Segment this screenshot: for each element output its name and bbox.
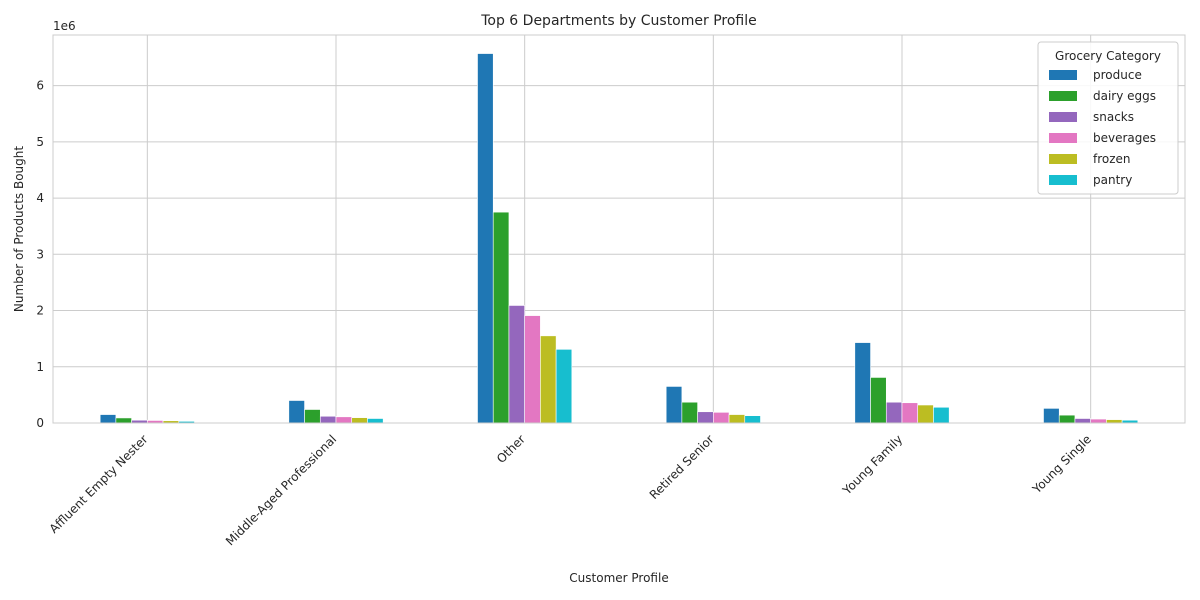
bar-beverages	[713, 412, 730, 424]
bar-frozen	[351, 417, 368, 424]
bar-pantry	[933, 406, 950, 424]
bar-frozen	[917, 404, 934, 424]
y-axis-label: Number of Products Bought	[12, 146, 26, 312]
bar-pantry	[744, 415, 761, 424]
bar-beverages	[524, 315, 541, 424]
bar-dairy-eggs	[115, 417, 132, 424]
bar-snacks	[319, 415, 337, 424]
bar-beverages	[335, 416, 353, 424]
legend-swatch	[1049, 70, 1077, 80]
chart-title: Top 6 Departments by Customer Profile	[480, 13, 757, 29]
x-axis-label: Customer Profile	[569, 571, 668, 585]
bar-dairy-eggs	[1058, 414, 1076, 424]
y-tick-labels: 0 1 2 3 4 5 6	[36, 79, 44, 430]
bar-produce	[288, 400, 305, 424]
legend-label: frozen	[1093, 152, 1131, 166]
bar-frozen	[540, 335, 557, 424]
grid-lines	[53, 35, 1185, 424]
bar-produce	[99, 414, 117, 424]
legend-swatch	[1049, 133, 1077, 143]
bars	[99, 53, 1139, 424]
y-tick-label: 5	[36, 135, 44, 149]
bar-dairy-eggs	[492, 211, 510, 424]
bar-dairy-eggs	[681, 401, 698, 424]
bar-dairy-eggs	[304, 409, 321, 424]
y-tick-label: 0	[36, 416, 44, 430]
bar-produce	[854, 342, 871, 424]
legend-label: produce	[1093, 68, 1142, 82]
legend-swatch	[1049, 154, 1077, 164]
bar-produce	[1043, 408, 1060, 424]
legend: Grocery Category produce dairy eggs snacks…	[1037, 41, 1179, 195]
y-tick-label: 1	[36, 360, 44, 374]
legend-label: snacks	[1093, 110, 1134, 124]
bar-frozen	[728, 414, 746, 424]
bar-snacks	[1074, 418, 1091, 424]
bar-frozen	[1106, 419, 1123, 424]
y-tick-label: 4	[36, 191, 44, 205]
y-offset-label: 1e6	[53, 19, 76, 33]
legend-label: dairy eggs	[1093, 89, 1156, 103]
legend-label: pantry	[1093, 173, 1132, 187]
y-tick-label: 6	[36, 79, 44, 93]
bar-pantry	[367, 418, 384, 424]
bar-dairy-eggs	[870, 377, 887, 424]
legend-swatch	[1049, 112, 1077, 122]
bar-snacks	[508, 305, 525, 424]
bar-pantry	[555, 349, 573, 424]
legend-title: Grocery Category	[1055, 49, 1161, 63]
legend-swatch	[1049, 175, 1077, 185]
bar-beverages	[901, 402, 919, 424]
bar-snacks	[697, 411, 714, 424]
y-tick-label: 3	[36, 247, 44, 261]
y-tick-label: 2	[36, 304, 44, 318]
bar-snacks	[885, 401, 903, 424]
legend-label: beverages	[1093, 131, 1156, 145]
bar-beverages	[1090, 418, 1107, 424]
bar-produce	[477, 53, 494, 424]
plot-frame	[52, 34, 1186, 424]
legend-swatch	[1049, 91, 1077, 101]
bar-produce	[665, 386, 683, 424]
legend-items: produce dairy eggs snacks beverages frozen pa…	[1049, 68, 1156, 187]
